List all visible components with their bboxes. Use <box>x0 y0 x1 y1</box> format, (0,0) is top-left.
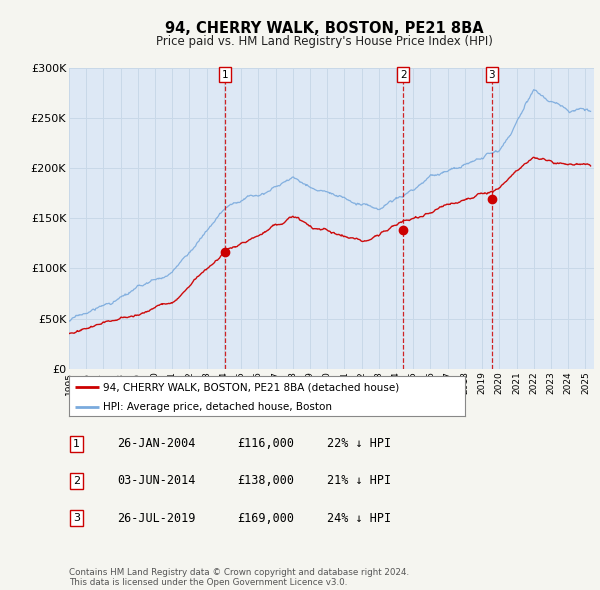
Text: £116,000: £116,000 <box>237 437 294 450</box>
Text: Price paid vs. HM Land Registry's House Price Index (HPI): Price paid vs. HM Land Registry's House … <box>155 35 493 48</box>
Text: HPI: Average price, detached house, Boston: HPI: Average price, detached house, Bost… <box>103 402 332 412</box>
Text: 3: 3 <box>488 70 495 80</box>
Text: 03-JUN-2014: 03-JUN-2014 <box>117 474 196 487</box>
Text: 26-JUL-2019: 26-JUL-2019 <box>117 512 196 525</box>
Text: 1: 1 <box>222 70 229 80</box>
Text: £138,000: £138,000 <box>237 474 294 487</box>
Text: 3: 3 <box>73 513 80 523</box>
Text: 21% ↓ HPI: 21% ↓ HPI <box>327 474 391 487</box>
Text: Contains HM Land Registry data © Crown copyright and database right 2024.
This d: Contains HM Land Registry data © Crown c… <box>69 568 409 587</box>
Text: 94, CHERRY WALK, BOSTON, PE21 8BA: 94, CHERRY WALK, BOSTON, PE21 8BA <box>164 21 484 35</box>
Text: 94, CHERRY WALK, BOSTON, PE21 8BA (detached house): 94, CHERRY WALK, BOSTON, PE21 8BA (detac… <box>103 382 399 392</box>
Text: 2: 2 <box>400 70 407 80</box>
Text: 2: 2 <box>73 476 80 486</box>
Text: 26-JAN-2004: 26-JAN-2004 <box>117 437 196 450</box>
Text: £169,000: £169,000 <box>237 512 294 525</box>
Text: 24% ↓ HPI: 24% ↓ HPI <box>327 512 391 525</box>
Text: 1: 1 <box>73 439 80 448</box>
Text: 22% ↓ HPI: 22% ↓ HPI <box>327 437 391 450</box>
